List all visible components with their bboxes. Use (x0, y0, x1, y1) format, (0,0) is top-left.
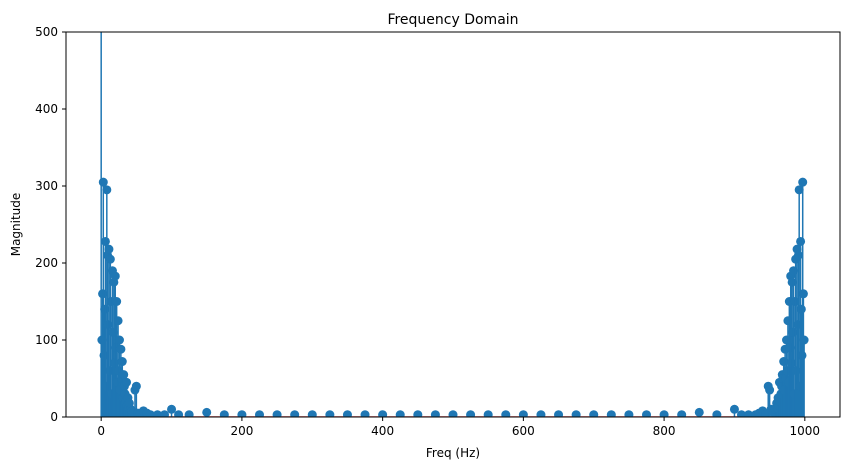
x-tick-label: 200 (230, 424, 253, 438)
stem-marker (219, 410, 229, 417)
stem-marker (798, 289, 808, 299)
stem-marker (796, 236, 806, 246)
stem-marker (167, 404, 177, 414)
y-tick-label: 100 (35, 333, 58, 347)
x-tick-label: 400 (371, 424, 394, 438)
stem-marker (342, 410, 352, 417)
x-axis-label: Freq (Hz) (426, 446, 480, 460)
stem-marker (736, 410, 746, 417)
stem-marker (100, 236, 110, 246)
stem-marker (160, 410, 170, 417)
y-axis-label: Magnitude (9, 193, 23, 257)
stem-marker (483, 410, 493, 417)
stem-marker (430, 410, 440, 417)
stem-marker (110, 271, 120, 281)
stem-marker (97, 12, 106, 21)
stem-marker (113, 316, 123, 326)
stem-marker (184, 410, 194, 417)
stem-marker (799, 335, 809, 345)
stem-marker (395, 410, 405, 417)
x-tick-label: 1000 (790, 424, 821, 438)
stem-marker (659, 410, 669, 417)
stem-marker (413, 410, 423, 417)
stem-marker (571, 410, 581, 417)
stem-marker (237, 410, 247, 417)
y-tick-label: 200 (35, 256, 58, 270)
x-tick-label: 800 (653, 424, 676, 438)
stem-marker (202, 407, 212, 417)
stem-marker (589, 410, 599, 417)
stem-marker (642, 410, 651, 417)
stem-marker (501, 410, 511, 417)
stem-marker (765, 385, 775, 395)
stem-marker (152, 410, 162, 417)
chart-title: Frequency Domain (387, 12, 518, 28)
stem-marker (536, 410, 546, 417)
stem-marker (624, 410, 634, 417)
stem-marker (307, 410, 317, 417)
y-tick-label: 400 (35, 102, 58, 116)
plot-frame (65, 31, 841, 418)
y-axis-ticks: 0 100 200 300 400 500 (35, 25, 66, 424)
stem-marker (729, 404, 739, 414)
stem-marker (554, 410, 564, 417)
x-tick-label: 0 (97, 424, 105, 438)
stem-marker (272, 410, 282, 417)
stem-marker (290, 410, 300, 417)
y-tick-label: 0 (50, 410, 58, 424)
stem-marker (98, 177, 108, 187)
stem-marker (131, 381, 141, 391)
stem-marker (117, 357, 127, 367)
stem-marker (145, 410, 155, 417)
stem-marker (466, 410, 476, 417)
plot-marks (97, 12, 809, 417)
stem-marker (255, 410, 264, 417)
stem-marker (606, 410, 616, 417)
stem-marker (744, 410, 754, 417)
stem-marker (378, 410, 388, 417)
y-tick-label: 500 (35, 25, 58, 39)
stem-marker (694, 407, 704, 417)
stem-marker (677, 410, 687, 417)
stem-marker (794, 185, 804, 195)
stem-marker (122, 377, 132, 387)
stem-marker (325, 410, 335, 417)
y-tick-label: 300 (35, 179, 58, 193)
stem-marker (114, 335, 124, 345)
stem-marker (787, 277, 797, 287)
x-axis-ticks: 0 200 400 600 800 1000 (97, 417, 820, 438)
x-tick-label: 600 (512, 424, 535, 438)
stem-marker (798, 177, 808, 187)
stem-marker (448, 410, 458, 417)
stem-marker (712, 410, 722, 417)
stem-marker (119, 370, 129, 380)
stem-marker (102, 185, 112, 195)
stem-marker (360, 410, 370, 417)
stem-marker (174, 410, 184, 417)
stem-marker (518, 410, 528, 417)
stem-marker (105, 254, 115, 264)
stem-marker (796, 304, 806, 314)
stem-marker (104, 244, 114, 254)
stem-marker (112, 297, 122, 306)
stem-marker (116, 344, 126, 354)
